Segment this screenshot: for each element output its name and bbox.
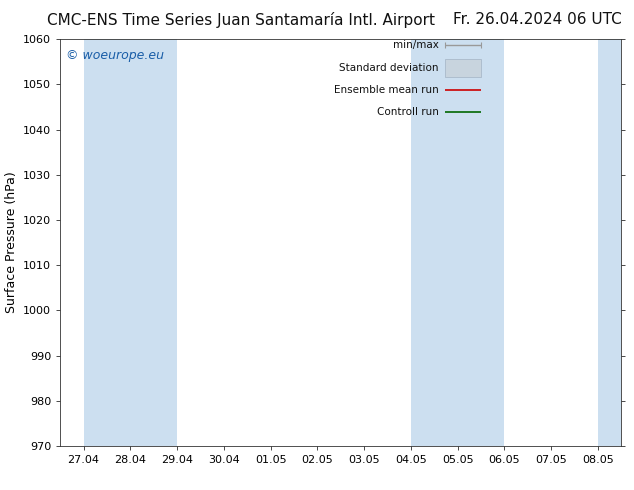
Bar [444,59,481,76]
Text: min/max: min/max [393,40,439,50]
Text: Standard deviation: Standard deviation [339,63,439,73]
Text: Fr. 26.04.2024 06 UTC: Fr. 26.04.2024 06 UTC [453,12,621,27]
Y-axis label: Surface Pressure (hPa): Surface Pressure (hPa) [4,172,18,314]
Text: CMC-ENS Time Series Juan Santamaría Intl. Airport: CMC-ENS Time Series Juan Santamaría Intl… [47,12,435,28]
Text: Controll run: Controll run [377,107,439,118]
Bar [84,39,177,446]
Text: © woeurope.eu: © woeurope.eu [66,49,164,62]
Bar [598,39,621,446]
Bar [411,39,505,446]
Text: Ensemble mean run: Ensemble mean run [334,85,439,95]
